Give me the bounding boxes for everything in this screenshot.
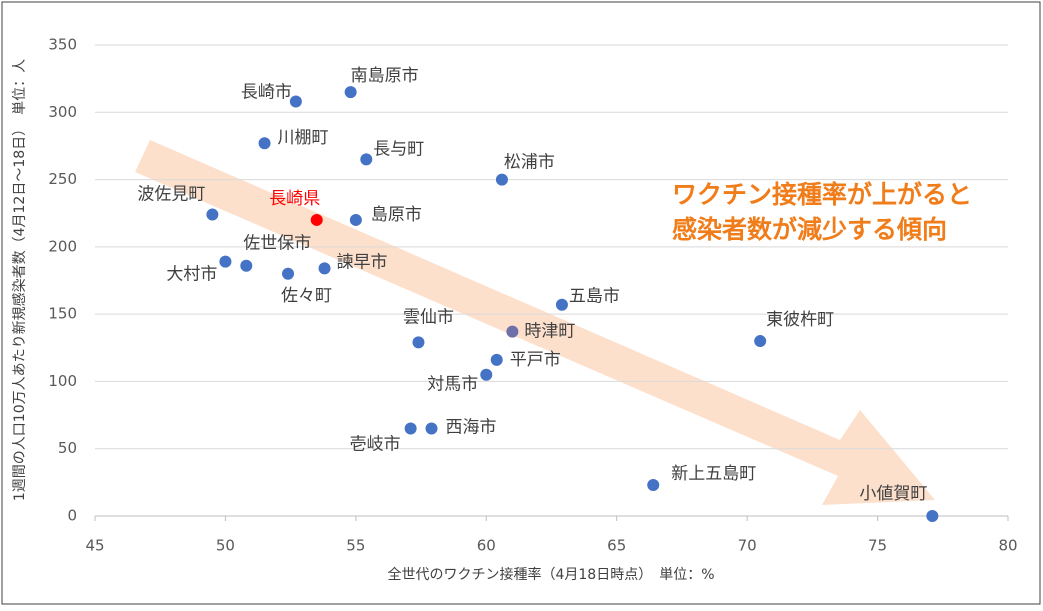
y-tick-label: 200 [48, 237, 77, 255]
point-label: 川棚町 [278, 128, 329, 148]
point [490, 353, 503, 366]
point-label: 佐世保市 [243, 234, 311, 254]
y-axis-title: 1週間の人口10万人あたり新規感染者数（4月12日～18日） 単位：人 [11, 59, 28, 501]
x-tick-label: 50 [216, 537, 235, 555]
x-tick-label: 60 [477, 537, 496, 555]
point-label: 佐々町 [281, 286, 332, 306]
x-tick-label: 55 [346, 537, 365, 555]
point [318, 262, 331, 275]
y-tick-label: 250 [48, 170, 77, 188]
point-label: 五島市 [569, 287, 620, 307]
point [555, 298, 568, 311]
x-tick-label: 45 [85, 537, 104, 555]
point [240, 259, 253, 272]
point-label: 長与町 [373, 139, 424, 159]
point-label: 松浦市 [504, 153, 555, 173]
point [289, 95, 302, 108]
point [926, 510, 939, 522]
point [282, 267, 295, 280]
annotation: ワクチン接種率が上がると [672, 180, 972, 209]
point [647, 479, 660, 492]
arrow-shape [135, 140, 935, 505]
point-label: 時津町 [524, 322, 575, 342]
x-axis-title: 全世代のワクチン接種率（4月18日時点） 単位：% [387, 566, 714, 583]
point [349, 213, 362, 226]
point [206, 208, 219, 221]
point-label: 長崎市 [241, 83, 292, 103]
point [754, 335, 767, 348]
point-label: 小値賀町 [859, 484, 927, 504]
point [360, 153, 373, 166]
point [404, 422, 417, 435]
point [480, 368, 493, 381]
point-label: 長崎県 [269, 189, 320, 209]
annotation: 感染者数が減少する傾向 [672, 215, 947, 244]
point [258, 137, 271, 150]
point [425, 422, 438, 435]
point-label: 東彼杵町 [766, 310, 834, 330]
y-tick-label: 350 [48, 36, 77, 54]
point [219, 255, 232, 268]
point [310, 213, 323, 226]
point [506, 325, 519, 338]
point-label: 諫早市 [337, 252, 388, 272]
point [412, 336, 425, 349]
x-tick-label: 80 [998, 537, 1017, 555]
point-label: 波佐見町 [137, 185, 205, 205]
y-tick-label: 100 [48, 372, 77, 390]
x-tick-label: 70 [738, 537, 757, 555]
x-tick-label: 65 [607, 537, 626, 555]
point [495, 173, 508, 186]
trend-arrow [135, 140, 935, 505]
point-label: 大村市 [166, 265, 217, 285]
point-label: 西海市 [446, 418, 497, 438]
point-label: 壱岐市 [350, 435, 401, 455]
y-tick-label: 0 [67, 507, 77, 525]
y-tick-label: 150 [48, 305, 77, 323]
point-label: 平戸市 [510, 350, 561, 370]
point-label: 雲仙市 [403, 307, 454, 327]
point-label: 対馬市 [427, 375, 478, 395]
point-label: 南島原市 [351, 66, 419, 86]
point [344, 86, 357, 99]
point-label: 新上五島町 [671, 464, 756, 484]
x-tick-label: 75 [868, 537, 887, 555]
y-tick-label: 50 [58, 439, 77, 457]
point-label: 島原市 [371, 205, 422, 225]
y-tick-label: 300 [48, 103, 77, 121]
